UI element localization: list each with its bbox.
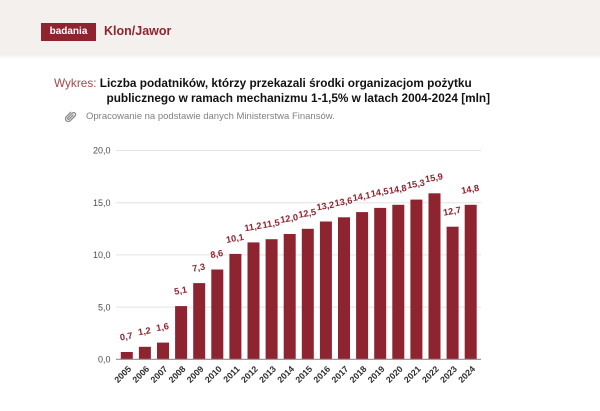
svg-text:2008: 2008 xyxy=(167,364,188,385)
svg-text:2024: 2024 xyxy=(456,364,477,385)
svg-text:10,0: 10,0 xyxy=(93,250,111,260)
svg-text:12,5: 12,5 xyxy=(298,207,317,220)
svg-text:1,2: 1,2 xyxy=(137,325,151,337)
svg-text:2011: 2011 xyxy=(221,364,242,385)
svg-text:1,6: 1,6 xyxy=(155,321,169,333)
svg-text:2016: 2016 xyxy=(311,364,332,385)
svg-text:15,9: 15,9 xyxy=(424,171,443,184)
svg-text:12,0: 12,0 xyxy=(280,212,299,225)
svg-text:2012: 2012 xyxy=(239,364,260,385)
svg-text:14,1: 14,1 xyxy=(352,190,371,203)
svg-text:11,2: 11,2 xyxy=(244,221,263,234)
svg-text:2015: 2015 xyxy=(293,364,314,385)
svg-text:2010: 2010 xyxy=(203,364,224,385)
svg-text:0,7: 0,7 xyxy=(119,331,133,343)
svg-text:13,2: 13,2 xyxy=(316,200,335,213)
svg-text:2019: 2019 xyxy=(366,364,387,385)
svg-text:2022: 2022 xyxy=(420,364,441,385)
svg-text:11,5: 11,5 xyxy=(262,217,281,230)
svg-text:14,8: 14,8 xyxy=(461,183,480,196)
svg-text:2013: 2013 xyxy=(257,364,278,385)
svg-text:0,0: 0,0 xyxy=(98,355,111,365)
svg-text:8,6: 8,6 xyxy=(210,248,224,260)
svg-text:2017: 2017 xyxy=(329,364,350,385)
svg-text:13,6: 13,6 xyxy=(334,195,353,208)
svg-text:14,5: 14,5 xyxy=(370,186,389,199)
svg-text:2020: 2020 xyxy=(384,364,405,385)
svg-text:2018: 2018 xyxy=(348,364,369,385)
svg-text:2005: 2005 xyxy=(112,364,133,385)
svg-text:12,7: 12,7 xyxy=(442,205,461,218)
svg-text:5,1: 5,1 xyxy=(173,285,187,297)
svg-text:2006: 2006 xyxy=(130,364,151,385)
svg-text:2007: 2007 xyxy=(148,364,169,385)
svg-text:5,0: 5,0 xyxy=(98,302,111,312)
svg-text:10,1: 10,1 xyxy=(225,232,244,245)
svg-text:2009: 2009 xyxy=(185,364,206,385)
svg-text:15,0: 15,0 xyxy=(93,198,111,208)
svg-text:2023: 2023 xyxy=(438,364,459,385)
svg-text:2014: 2014 xyxy=(275,364,296,385)
svg-text:14,8: 14,8 xyxy=(388,183,407,196)
svg-text:7,3: 7,3 xyxy=(192,262,206,274)
svg-text:15,3: 15,3 xyxy=(406,178,425,191)
svg-text:20,0: 20,0 xyxy=(93,146,111,156)
svg-text:2021: 2021 xyxy=(402,364,423,385)
